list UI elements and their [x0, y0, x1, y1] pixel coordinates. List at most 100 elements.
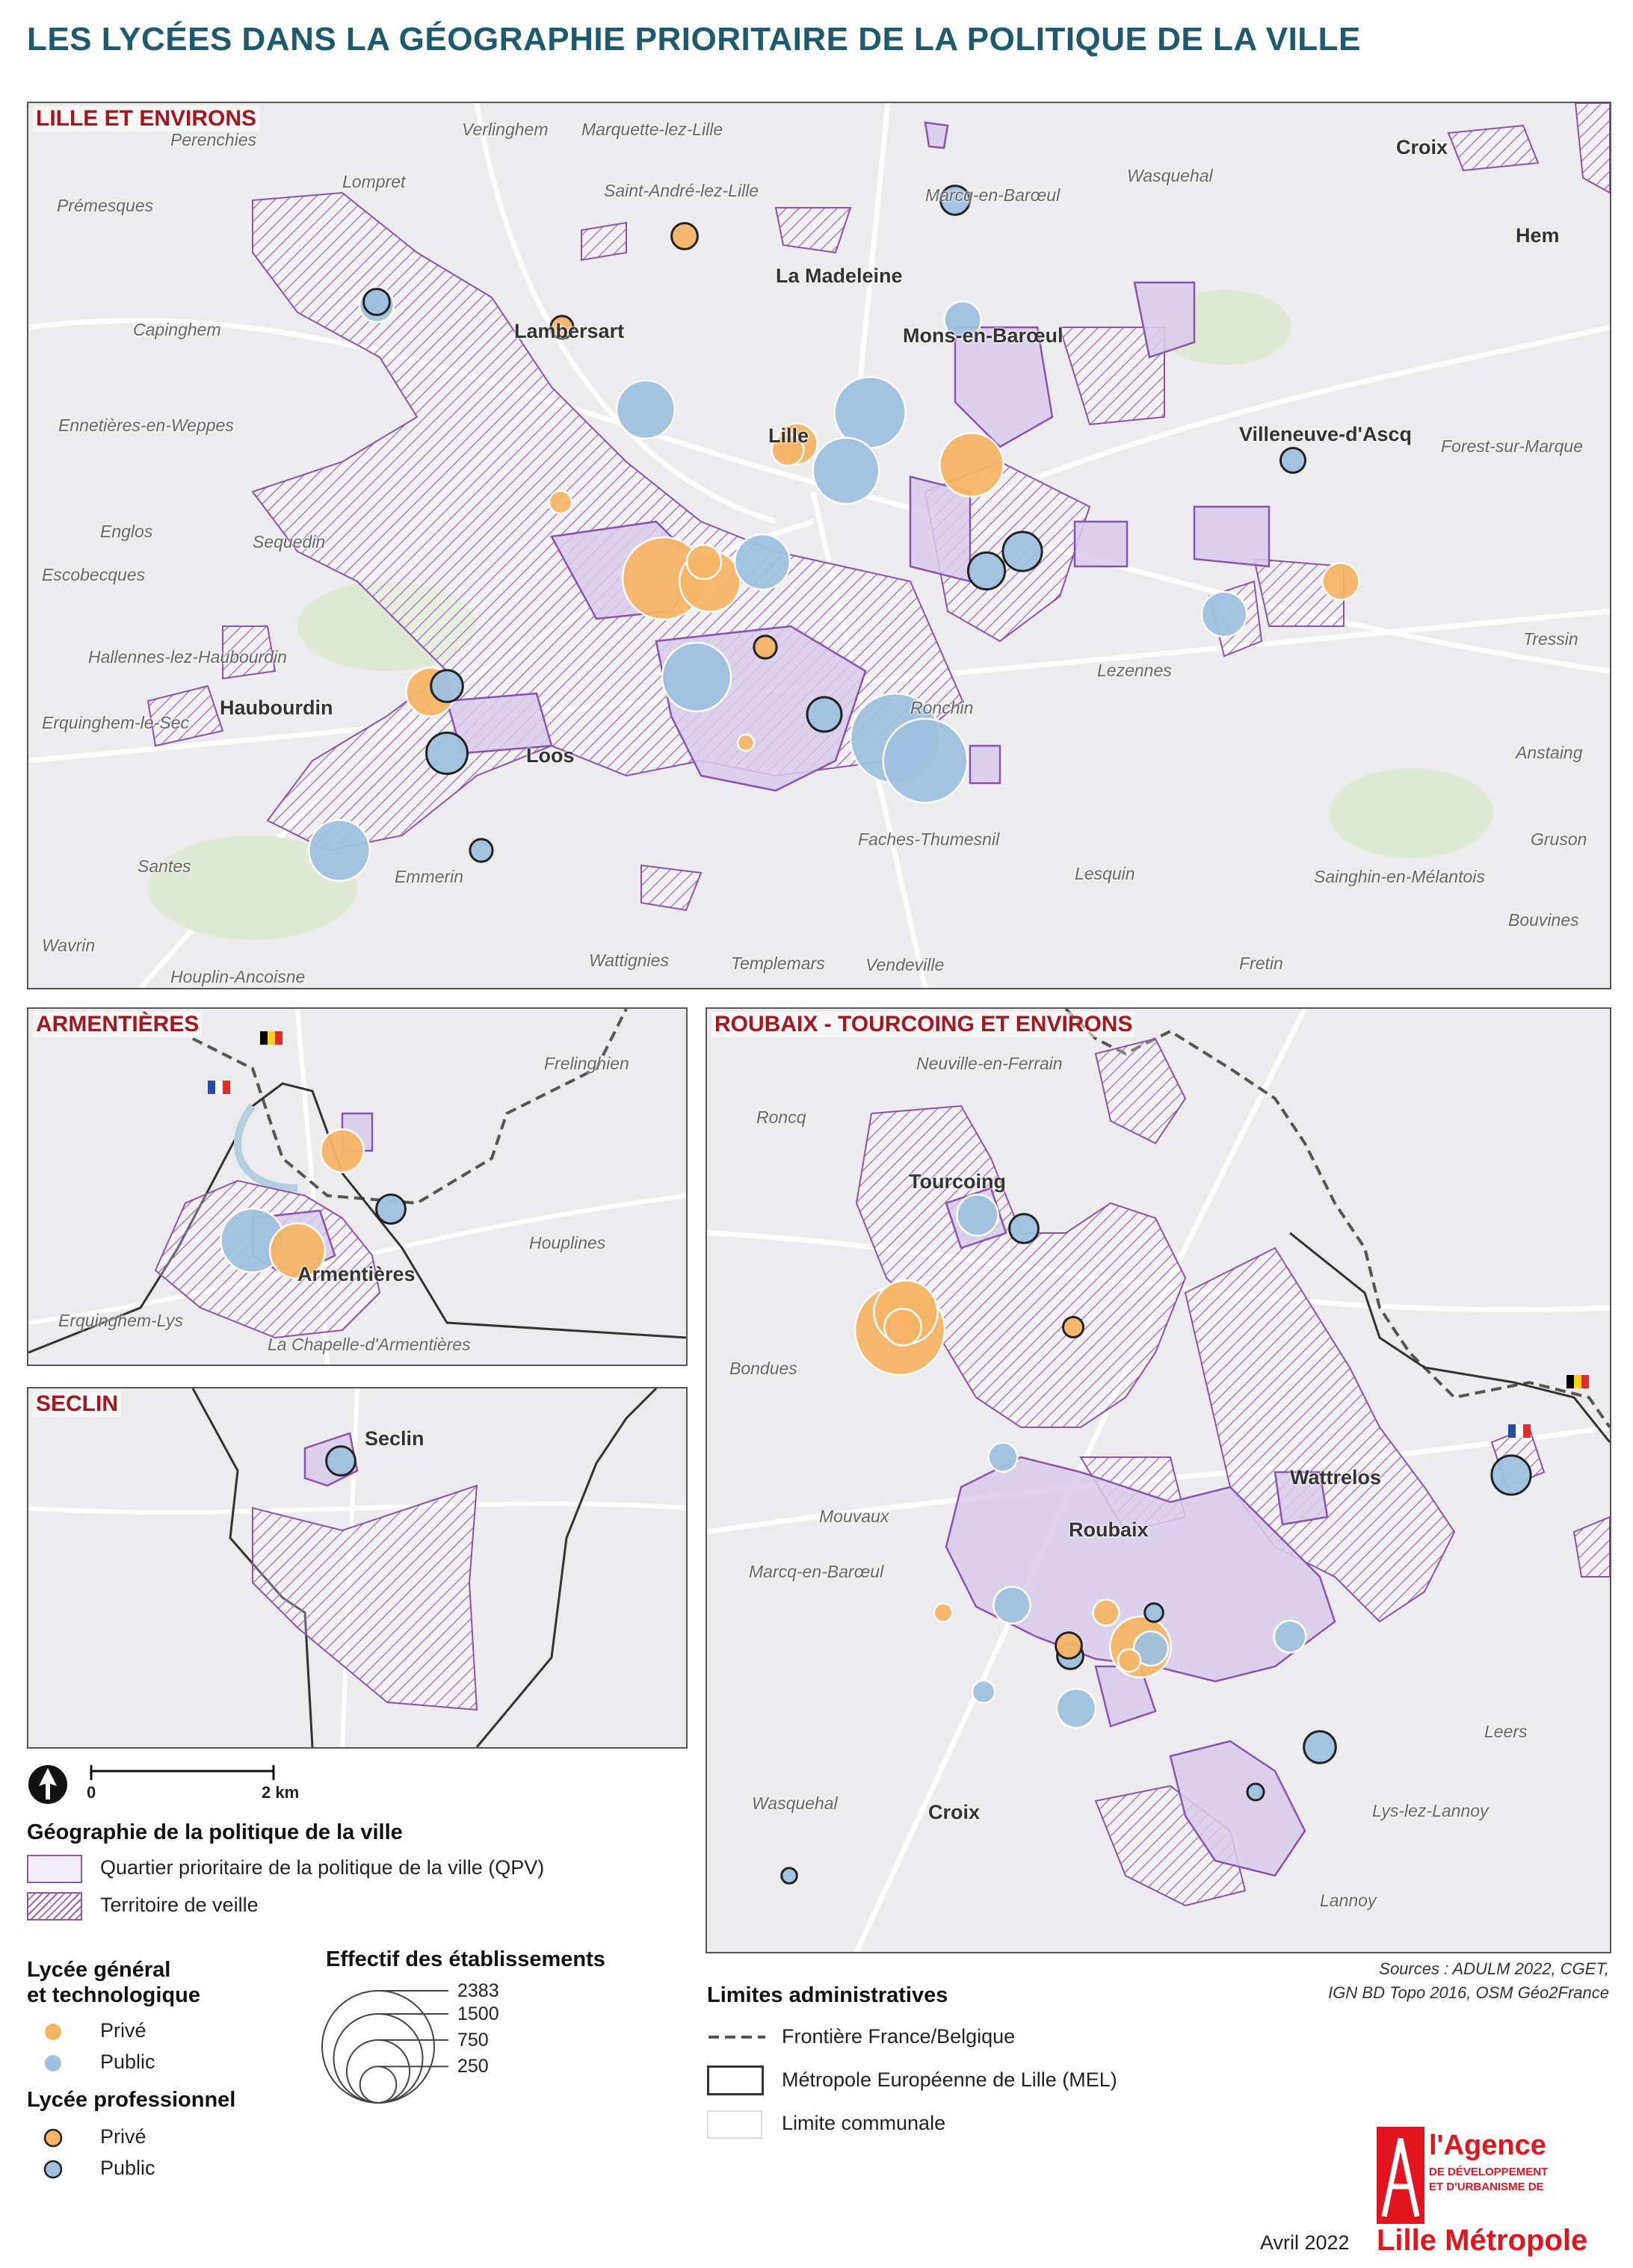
place-label: Lezennes [1097, 661, 1172, 680]
place-label: Tressin [1523, 629, 1578, 649]
place-label: Toufflers [1432, 1950, 1497, 1952]
place-label: Houplin-Ancoisne [170, 967, 306, 986]
legend-commune-label: Limite communale [782, 2112, 946, 2134]
school-pro-public-marker [430, 669, 464, 703]
school-gt-public-marker [882, 717, 969, 804]
legend-size-label: 1500 [457, 2003, 499, 2024]
place-label: Wasquehal [1127, 166, 1213, 185]
place-label: Houplines [529, 1233, 606, 1252]
place-label: Escobecques [42, 565, 146, 584]
legend-size-label: 250 [457, 2056, 489, 2077]
place-label: Marcq-en-Barœul [925, 185, 1061, 205]
school-pro-prive-marker [549, 315, 575, 340]
place-label: Roubaix [1069, 1518, 1149, 1541]
school-gt-prive-marker [1092, 1598, 1120, 1627]
place-label: Neuville-en-Ferrain [916, 1054, 1063, 1073]
legend-veille-swatch [27, 1892, 82, 1921]
agency-name-2: DE DÉVELOPPEMENT [1429, 2166, 1549, 2178]
place-label: Vendeville [865, 955, 945, 974]
school-gt-prive-marker [1117, 1648, 1142, 1673]
school-gt-public-marker [971, 1679, 996, 1705]
panel-lille: LILLE ET ENVIRONS Perenchies Verlinghem Ma… [27, 102, 1611, 989]
legend-border-label: Frontière France/Belgique [782, 2025, 1016, 2048]
map-title: LES LYCÉES DANS LA GÉOGRAPHIE PRIORITAIR… [27, 21, 1361, 58]
legend-gt-prive-symbol [45, 2024, 61, 2040]
sources-line-2: IGN BD Topo 2016, OSM Géo2France [1328, 1983, 1609, 2002]
legend-size-title: Effectif des établissements [326, 1947, 605, 1971]
place-label: Frelinghien [544, 1054, 629, 1073]
place-label: Forest-sur-Marque [1441, 436, 1584, 456]
school-pro-public-marker [1279, 447, 1306, 474]
place-label: Wattrelos [1290, 1466, 1382, 1489]
legend-commune-swatch [707, 2110, 762, 2139]
panel-title: ARMENTIÈRES [33, 1012, 203, 1037]
agency-logo-icon [1377, 2127, 1424, 2224]
map-armentieres [28, 1009, 686, 1365]
school-pro-public-marker [1303, 1730, 1337, 1764]
place-label: Wattignies [589, 951, 669, 970]
legend-pro-public-label: Public [100, 2157, 155, 2179]
place-label: Wavrin [42, 936, 96, 955]
place-label: Lompret [342, 172, 406, 191]
school-pro-prive-marker [1062, 1316, 1084, 1338]
map-seclin [28, 1388, 686, 1747]
school-pro-prive-marker [670, 222, 699, 250]
agency-name-4: Lille Métropole [1377, 2224, 1588, 2257]
school-gt-public-marker [956, 1193, 999, 1237]
school-pro-public-marker [780, 1867, 798, 1885]
scale-label: 2 km [262, 1783, 300, 1802]
school-pro-prive-marker [1055, 1631, 1083, 1660]
school-gt-public-marker [1200, 590, 1248, 638]
legend-gt-title-1: Lycée général [27, 1958, 171, 1982]
place-label: Lambersart [514, 320, 625, 342]
legend-mel-label: Métropole Européenne de Lille (MEL) [782, 2068, 1117, 2091]
school-pro-public-marker [1143, 1602, 1164, 1623]
legend-pro-public-symbol [43, 2160, 63, 2179]
school-gt-prive-marker [1321, 562, 1360, 601]
place-label: Croix [928, 1801, 981, 1823]
qpv-areas [945, 1187, 1336, 1877]
agency-name-3: ET D'URBANISME DE [1429, 2181, 1544, 2193]
school-gt-public-marker [943, 300, 982, 339]
school-gt-public-marker [1132, 1630, 1170, 1667]
place-label: Croix [1396, 136, 1448, 158]
legend-gt-public-symbol [45, 2055, 61, 2071]
place-label: Verlinghem [462, 120, 549, 139]
school-gt-public-marker [987, 1442, 1019, 1473]
sources-line-1: Sources : ADULM 2022, CGET, [1379, 1959, 1609, 1978]
belgium-flag-icon [1566, 1375, 1589, 1388]
legend-pro-prive-label: Privé [100, 2125, 146, 2148]
school-pro-public-marker [362, 288, 391, 316]
school-gt-prive-marker [548, 489, 573, 515]
place-label: Gruson [1531, 829, 1587, 849]
place-label: Santes [138, 856, 191, 876]
place-label: Anstaing [1516, 743, 1583, 762]
scale-zero: 0 [87, 1783, 96, 1802]
legend-gt-prive-label: Privé [100, 2019, 146, 2042]
school-pro-public-marker [966, 551, 1007, 591]
france-flag-icon [1508, 1424, 1531, 1438]
legend-qpv-label: Quartier prioritaire de la politique de … [100, 1856, 545, 1879]
legend-gt-title-2: et technologique [27, 1983, 200, 2007]
place-label: Mons-en-Barœul [903, 324, 1064, 347]
place-label: Faches-Thumesnil [858, 829, 1000, 849]
school-gt-public-marker [993, 1586, 1031, 1625]
place-label: Marcq-en-Barœul [749, 1562, 884, 1581]
legend-size-label: 2383 [457, 1980, 499, 2001]
place-label: La Chapelle-d'Armentières [268, 1335, 471, 1354]
school-pro-public-marker [425, 732, 469, 775]
school-gt-public-marker [1055, 1687, 1097, 1729]
school-gt-public-marker [615, 379, 676, 440]
school-pro-prive-marker [753, 634, 778, 660]
legend-gt-public-label: Public [100, 2051, 155, 2073]
place-label: Armentières [297, 1263, 416, 1285]
place-label: Bondues [729, 1359, 797, 1378]
school-gt-public-marker [1273, 1619, 1307, 1654]
school-pro-public-marker [325, 1445, 356, 1477]
place-label: Saint-André-lez-Lille [604, 181, 759, 200]
school-pro-public-marker [1001, 531, 1043, 572]
place-label: Sainghin-en-Mélantois [1314, 867, 1485, 886]
panel-roubaix: ROUBAIX - TOURCOING ET ENVIRONS Neuville… [706, 1007, 1611, 1953]
agency-name-1: l'Agence [1429, 2130, 1546, 2161]
school-gt-public-marker [733, 533, 791, 591]
